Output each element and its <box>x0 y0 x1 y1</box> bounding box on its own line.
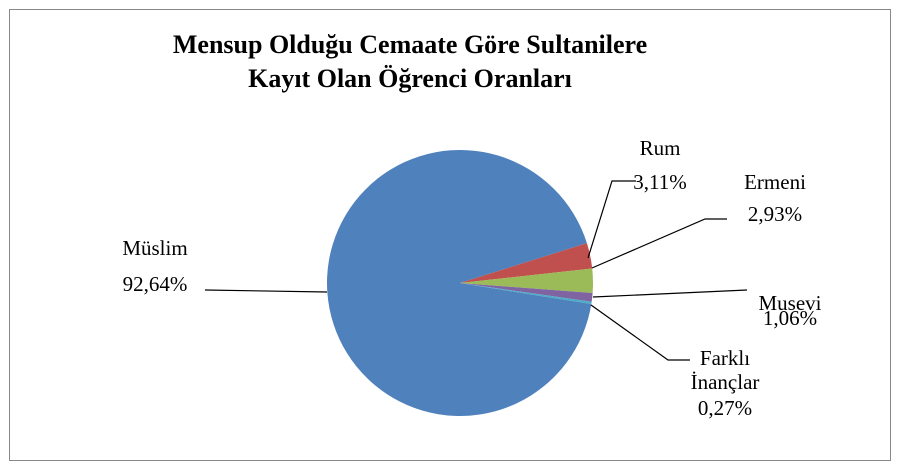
pie-slice <box>327 150 592 417</box>
category-label: Rum <box>639 136 681 160</box>
value-label: 2,93% <box>747 202 803 226</box>
pie-slice <box>460 283 592 305</box>
leader-line <box>204 289 328 293</box>
leader-line <box>587 180 636 259</box>
value-label: 0,27% <box>697 396 753 420</box>
category-label: Farklı İnançlar <box>690 346 760 394</box>
pie-slice <box>460 268 593 294</box>
leader-line <box>590 304 690 361</box>
pie-slice <box>460 243 593 283</box>
category-label: Ermeni <box>744 170 806 194</box>
category-label: Musevi <box>758 291 822 315</box>
leader-line <box>591 218 727 269</box>
leader-line <box>592 289 748 298</box>
chart-title: Mensup Olduğu Cemaate Göre Sultanilere K… <box>172 30 648 93</box>
value-label: 3,11% <box>633 170 687 194</box>
value-label: 92,64% <box>122 272 188 296</box>
pie-slice <box>460 283 593 302</box>
value-label: 1,06% <box>762 306 818 330</box>
category-label: Müslim <box>122 236 188 260</box>
